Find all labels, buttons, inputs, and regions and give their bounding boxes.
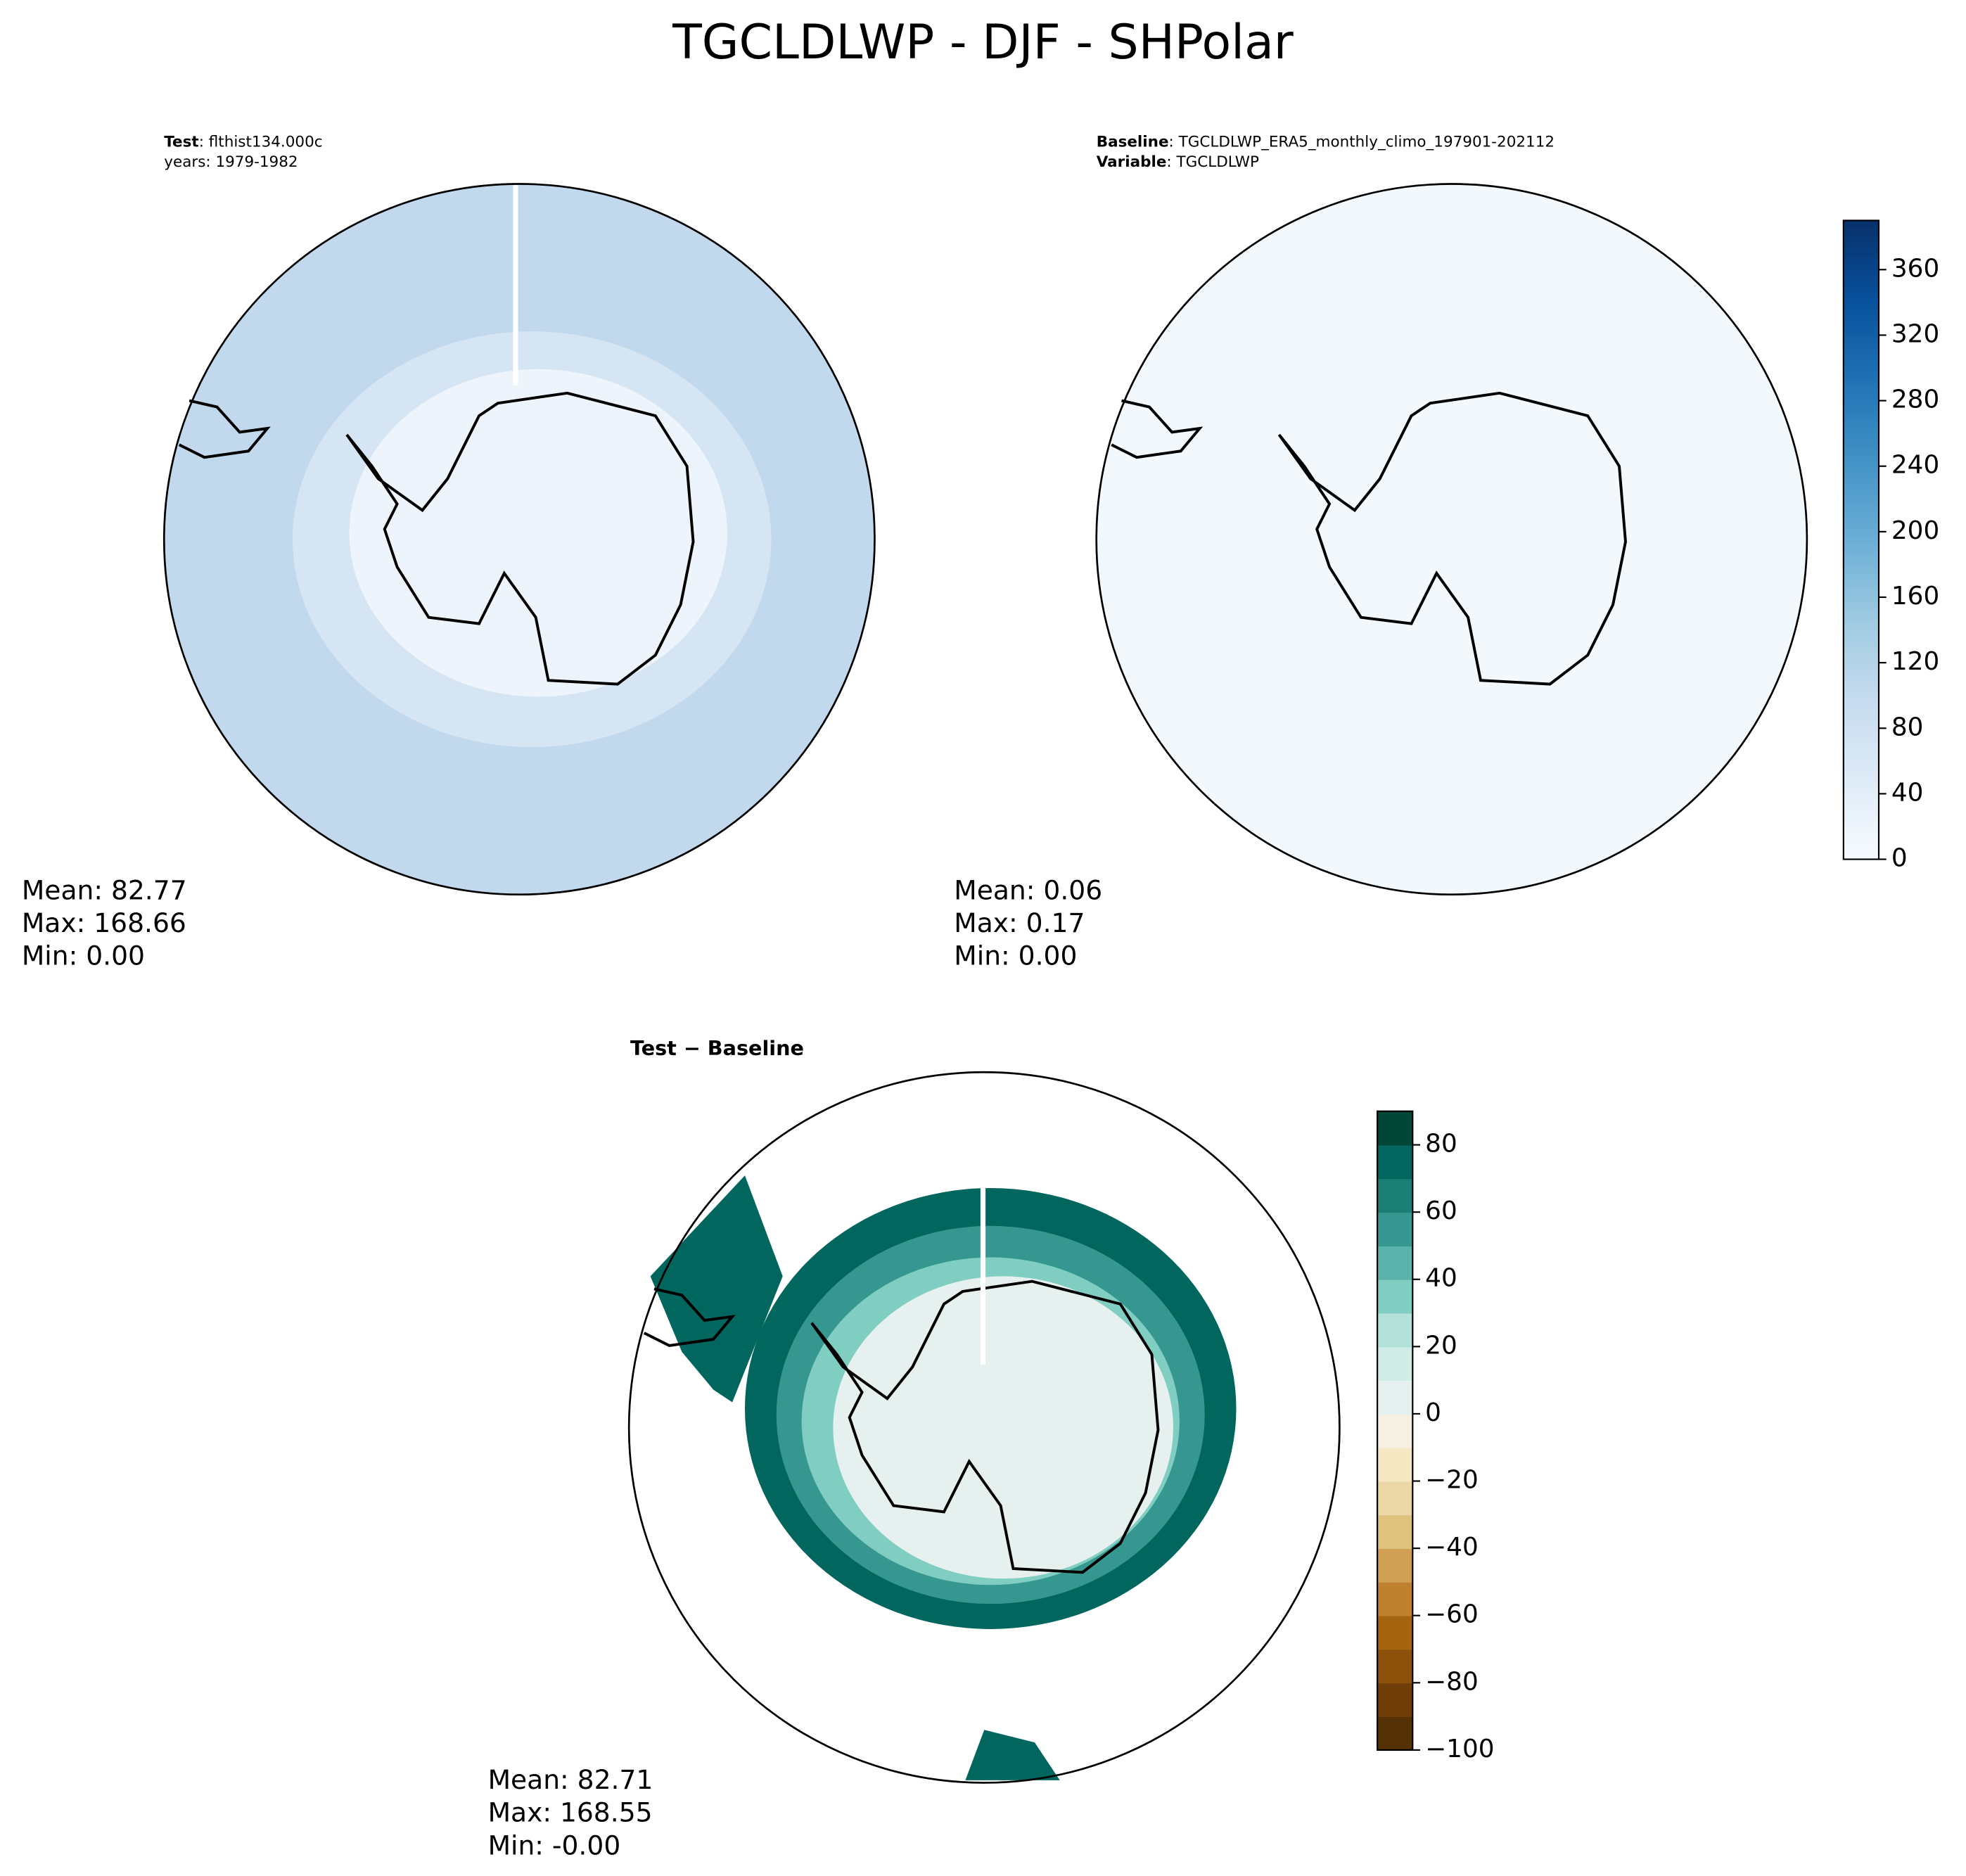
colorbar-band [1377, 1245, 1413, 1280]
colorbar-tick-label: −80 [1425, 1667, 1479, 1696]
figure-title: TGCLDLWP - DJF - SHPolar [672, 15, 1294, 70]
colorbar-tick-label: −20 [1425, 1466, 1479, 1495]
header-text: years: 1979-1982 [164, 153, 298, 171]
stat-line: Min: 0.00 [954, 940, 1077, 971]
colorbar-band [1377, 1447, 1413, 1482]
colorbar-band [1377, 1346, 1413, 1382]
colorbar-tick-label: 320 [1891, 319, 1939, 348]
stat-line: Max: 168.55 [488, 1797, 653, 1828]
header-label: Baseline [1097, 133, 1169, 151]
colorbar-tick-label: 40 [1891, 778, 1924, 807]
map-test [162, 183, 876, 896]
map-difference [627, 1071, 1341, 1784]
panel-header: years: 1979-1982 [164, 153, 298, 171]
colorbar-band [1377, 1649, 1413, 1684]
colorbar-band [1377, 1413, 1413, 1448]
colorbar-tick-label: 160 [1891, 582, 1939, 611]
header-text: : flthist134.000c [199, 133, 323, 151]
colorbar-tick-label: −60 [1425, 1600, 1479, 1629]
colorbar-band [1377, 1313, 1413, 1348]
colorbar-tick-label: 120 [1891, 647, 1939, 676]
colorbar-band [1377, 1581, 1413, 1616]
colorbar-tick-label: 280 [1891, 385, 1939, 414]
panel-header: Test: flthist134.000c [164, 133, 322, 151]
colorbar-band [1377, 1615, 1413, 1650]
panel-header: Variable: TGCLDLWP [1097, 153, 1259, 171]
colorbar-band [1377, 1716, 1413, 1751]
colorbar-band [1377, 1212, 1413, 1246]
colorbar-band [1377, 1481, 1413, 1516]
colorbar-band [1377, 1144, 1413, 1180]
header-text: : TGCLDLWP [1166, 153, 1259, 171]
colorbar-tick-label: 80 [1425, 1130, 1457, 1159]
colorbar-band [1377, 1514, 1413, 1550]
colorbar-band [1377, 1683, 1413, 1717]
colorbar-band [1377, 1279, 1413, 1314]
header-text: : TGCLDLWP_ERA5_monthly_climo_197901-202… [1169, 133, 1555, 151]
colorbar-fill [1843, 220, 1879, 860]
colorbar-tick-label: 60 [1425, 1197, 1457, 1225]
colorbar-tick-label: 200 [1891, 516, 1939, 545]
colorbar-band [1377, 1178, 1413, 1213]
header-label: Variable [1097, 153, 1167, 171]
map-baseline [1095, 183, 1808, 896]
stat-line: Min: -0.00 [488, 1830, 621, 1861]
stat-line: Min: 0.00 [22, 940, 145, 971]
stat-line: Max: 168.66 [22, 907, 186, 938]
colorbar-tick-label: 0 [1891, 844, 1908, 873]
panel-title: Test − Baseline [630, 1036, 804, 1060]
colorbar-frame [1377, 1110, 1414, 1751]
colorbar-frame [1842, 219, 1880, 860]
colorbar-band [1377, 1111, 1413, 1146]
stat-line: Mean: 82.77 [22, 875, 187, 906]
panel-header: Baseline: TGCLDLWP_ERA5_monthly_climo_19… [1097, 133, 1555, 151]
colorbar-tick-label: 0 [1425, 1398, 1441, 1427]
colorbar-tick-label: −40 [1425, 1533, 1479, 1562]
colorbar-band [1377, 1548, 1413, 1583]
colorbar-tick-label: 40 [1425, 1264, 1457, 1293]
stat-line: Max: 0.17 [954, 907, 1085, 938]
colorbar-tick-label: 80 [1891, 713, 1924, 741]
header-label: Test [164, 133, 198, 151]
stat-line: Mean: 0.06 [954, 875, 1102, 906]
colorbar-tick-label: −100 [1425, 1735, 1494, 1763]
colorbar-tick-label: 240 [1891, 451, 1939, 480]
stat-line: Mean: 82.71 [488, 1764, 653, 1795]
colorbar-band [1377, 1380, 1413, 1415]
colorbar-tick-label: 20 [1425, 1331, 1457, 1360]
colorbar-tick-label: 360 [1891, 254, 1939, 283]
